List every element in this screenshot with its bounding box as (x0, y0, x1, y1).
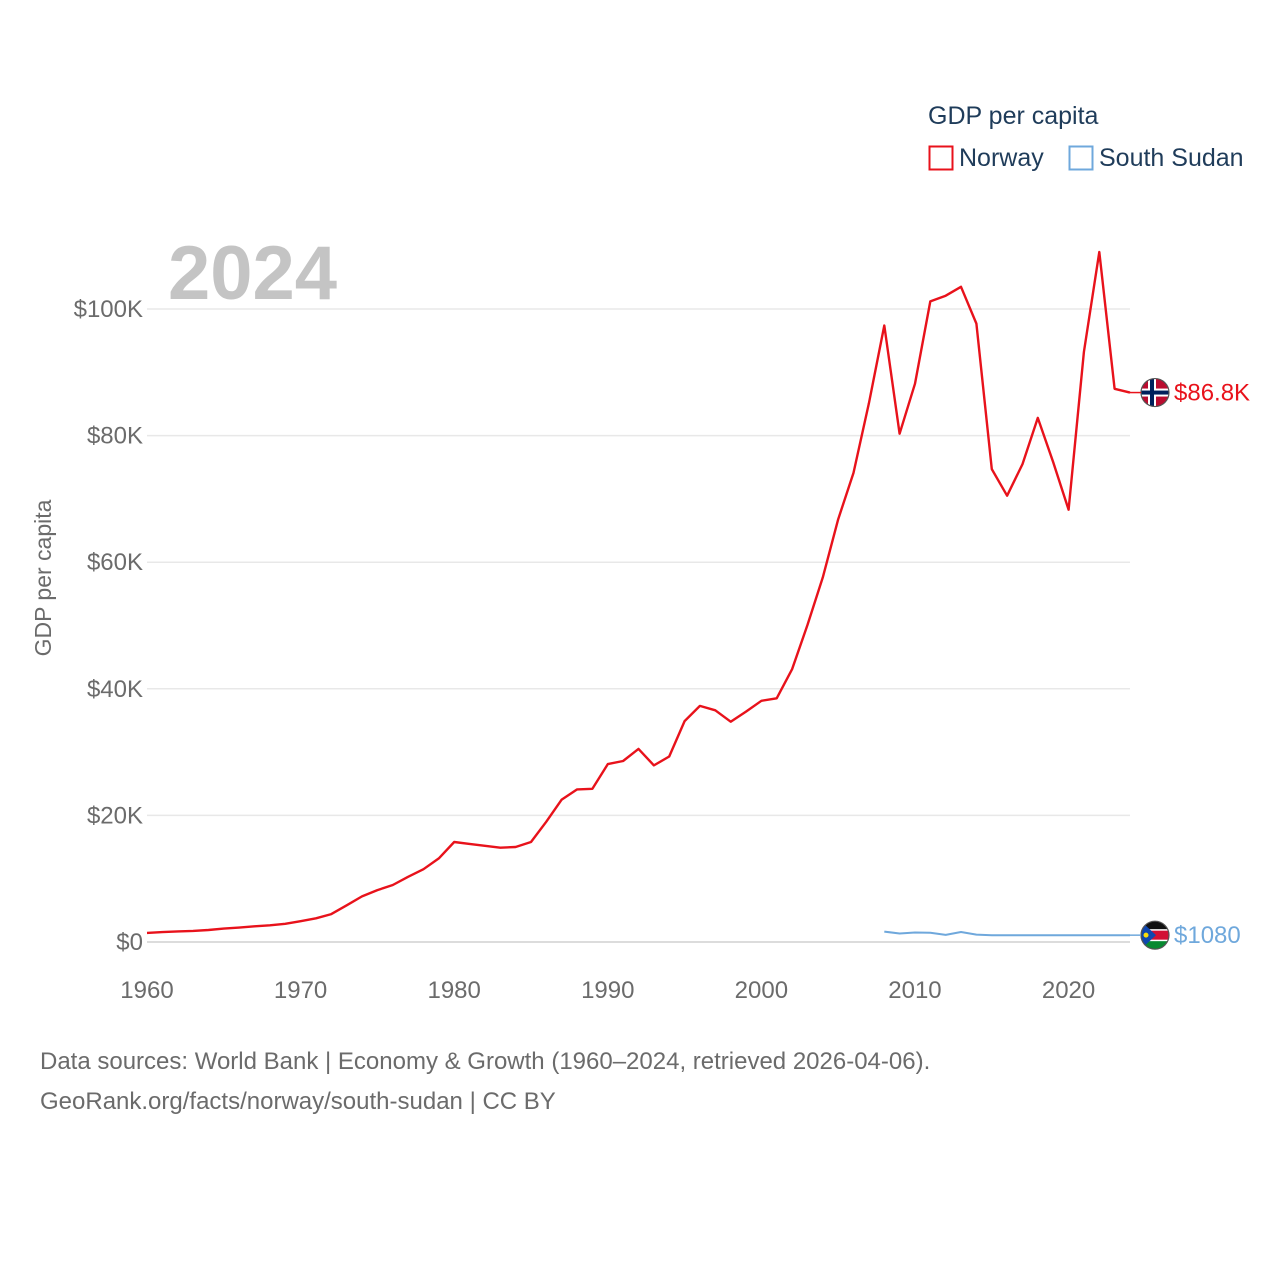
y-axis: $0 $20K $40K $60K $80K $100K (74, 296, 143, 956)
source-line-2[interactable]: GeoRank.org/facts/norway/south-sudan | C… (40, 1088, 556, 1115)
gridlines (147, 308, 1130, 943)
legend-swatch-norway (928, 145, 954, 171)
legend-swatch-south-sudan (1068, 145, 1094, 171)
x-tick-label: 1990 (581, 977, 634, 1004)
y-tick-label: $0 (116, 929, 143, 956)
x-tick-label: 1960 (120, 977, 173, 1004)
series-lines (146, 250, 1131, 937)
x-tick-label: 2010 (888, 977, 941, 1004)
legend-item-south-sudan[interactable]: South Sudan (1068, 144, 1244, 172)
source-note: Data sources: World Bank | Economy & Gro… (40, 1042, 930, 1122)
south-sudan-flag-icon (1140, 920, 1170, 950)
legend-item-norway[interactable]: Norway (928, 144, 1045, 172)
x-axis: 1960 1970 1980 1990 2000 2010 2020 (120, 977, 1095, 1004)
legend: GDP per capita Norway South Sudan (928, 102, 1244, 172)
legend-label-norway: Norway (959, 144, 1044, 172)
end-value-label-norway: $86.8K (1174, 380, 1250, 407)
norway-flag-icon (1140, 377, 1170, 408)
y-tick-label: $100K (74, 296, 143, 323)
y-tick-label: $40K (87, 676, 143, 703)
year-label: 2024 (168, 231, 337, 316)
x-tick-label: 2000 (735, 977, 788, 1004)
x-tick-label: 1980 (427, 977, 480, 1004)
legend-title: GDP per capita (928, 102, 1099, 130)
y-tick-label: $20K (87, 802, 143, 829)
legend-label-south-sudan: South Sudan (1099, 144, 1244, 172)
x-tick-label: 1970 (274, 977, 327, 1004)
end-markers: $86.8K $1080 (1130, 377, 1250, 950)
source-line-1: Data sources: World Bank | Economy & Gro… (40, 1048, 931, 1075)
end-value-label-south-sudan: $1080 (1174, 922, 1241, 949)
y-tick-label: $60K (87, 549, 143, 576)
y-axis-title: GDP per capita (30, 499, 56, 656)
series-line-norway (146, 250, 1131, 935)
x-tick-label: 2020 (1042, 977, 1095, 1004)
series-line-south-sudan (884, 930, 1130, 937)
y-tick-label: $80K (87, 423, 143, 450)
